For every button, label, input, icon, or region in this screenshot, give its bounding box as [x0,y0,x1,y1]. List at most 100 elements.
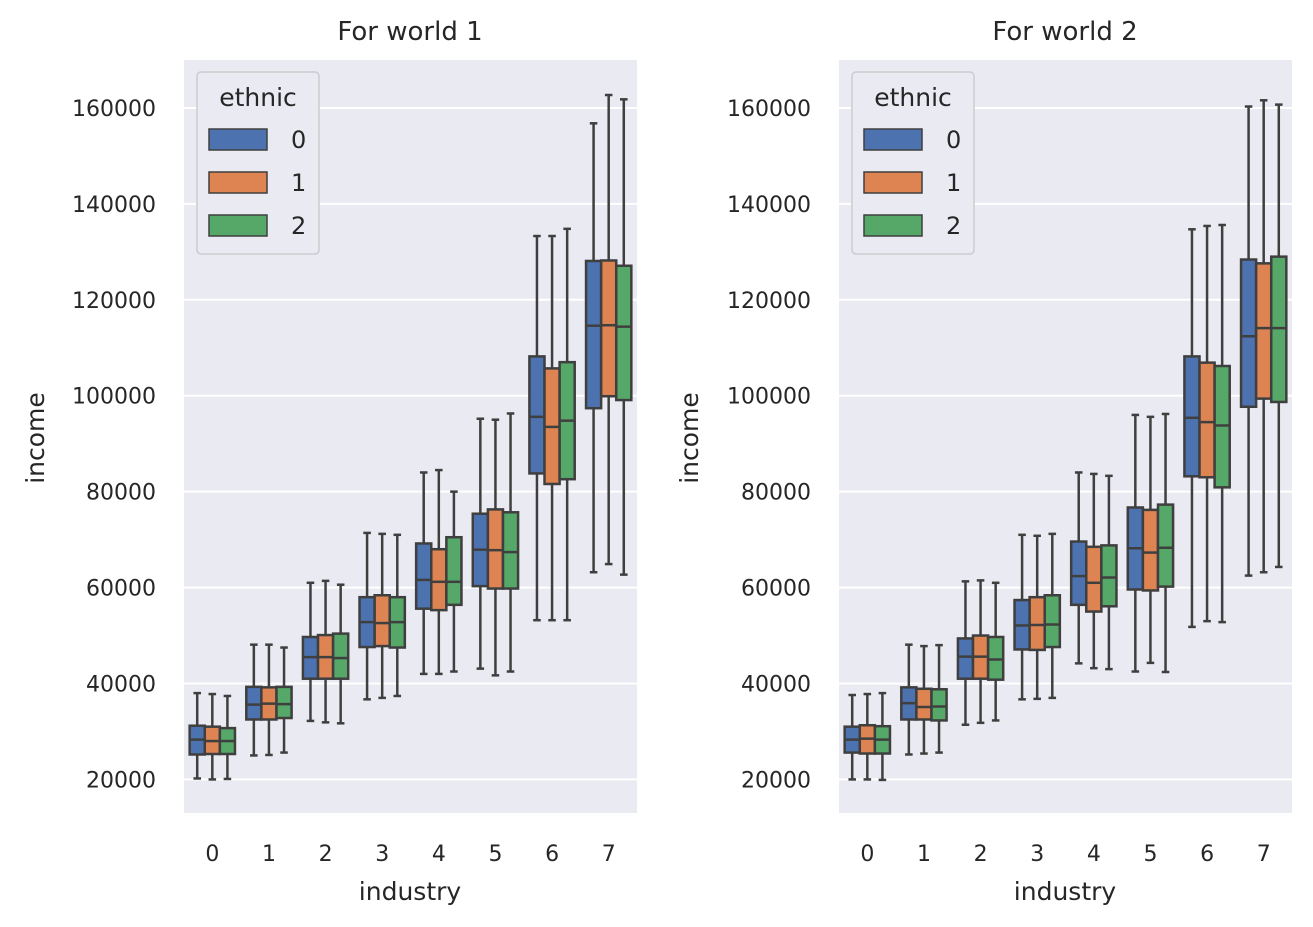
legend-swatch-2 [863,214,923,237]
y-tick-label: 120000 [727,289,811,314]
y-tick-label: 80000 [741,481,811,506]
legend: ethnic 0 1 2 [851,71,975,255]
x-tick-label: 6 [1200,842,1214,867]
box-industry-2-ethnic-2 [986,581,1005,722]
box-industry-4-ethnic-1 [1085,472,1103,670]
legend-title: ethnic [219,83,297,112]
y-tick-label: 140000 [727,193,811,218]
box-industry-6-ethnic-2 [1213,223,1231,624]
y-tick-label: 140000 [72,193,156,218]
box-iqr [956,637,975,680]
box-iqr [245,685,263,721]
y-tick-label: 120000 [72,289,156,314]
legend-swatch-0 [863,128,923,151]
legend-title: ethnic [874,83,952,112]
x-tick-label: 4 [432,842,446,867]
box-iqr [1141,508,1160,592]
box-industry-5-ethnic-2 [501,412,520,673]
box-industry-4-ethnic-0 [414,471,433,676]
box-industry-3-ethnic-1 [1028,534,1046,701]
box-iqr [584,259,603,410]
box-industry-0-ethnic-1 [858,692,877,781]
box-iqr [275,685,293,720]
x-tick-label: 6 [545,842,559,867]
box-iqr [331,632,350,680]
box-industry-1-ethnic-2 [275,646,293,754]
box-iqr [915,687,933,721]
box-industry-2-ethnic-0 [301,581,320,723]
y-tick-label: 20000 [741,768,811,793]
box-iqr [1043,594,1062,649]
x-axis-label: industry [1014,877,1117,906]
box-industry-3-ethnic-1 [373,532,391,700]
box-industry-1-ethnic-0 [245,643,263,757]
x-tick-label: 0 [205,842,219,867]
box-iqr [445,535,463,607]
box-iqr [1085,545,1103,613]
box-industry-4-ethnic-1 [430,468,448,676]
x-tick-label: 2 [319,842,333,867]
legend-swatch-2 [208,214,268,237]
legend-frame [196,71,320,255]
legend-swatch-1 [208,171,268,194]
chart-title: For world 2 [992,17,1137,47]
x-tick-labels: 0 1 2 3 4 5 6 7 [860,842,1270,867]
box-industry-6-ethnic-1 [1198,224,1216,623]
box-industry-7-ethnic-2 [614,98,633,576]
box-industry-3-ethnic-2 [388,533,407,698]
box-iqr [1198,361,1216,479]
x-tick-label: 7 [1257,842,1271,867]
y-tick-label: 60000 [86,577,156,602]
x-tick-label: 5 [1143,842,1157,867]
legend-label-1: 1 [291,169,306,197]
box-industry-1-ethnic-2 [930,643,948,754]
x-tick-label: 7 [602,842,616,867]
box-industry-6-ethnic-2 [558,227,576,622]
box-industry-1-ethnic-0 [900,643,918,756]
boxplots [188,93,633,781]
legend-label-2: 2 [291,212,306,240]
x-axis-label: industry [359,877,462,906]
box-industry-0-ethnic-0 [188,691,207,780]
box-industry-2-ethnic-2 [331,583,350,725]
y-tick-label: 160000 [727,97,811,122]
box-iqr [614,264,633,402]
x-tick-label: 2 [974,842,988,867]
box-iqr [1156,503,1175,588]
y-tick-labels: 20000 40000 60000 80000 100000 120000 140000 16… [727,97,811,793]
y-tick-label: 40000 [86,673,156,698]
legend-label-0: 0 [946,126,961,154]
box-iqr [930,688,948,722]
box-industry-6-ethnic-0 [528,234,546,622]
box-industry-3-ethnic-2 [1043,532,1062,700]
box-iqr [1100,544,1118,608]
box-iqr [1254,262,1273,400]
box-industry-6-ethnic-0 [1183,228,1201,629]
y-axis-label: income [21,392,50,484]
y-tick-label: 100000 [72,385,156,410]
box-iqr [501,511,520,590]
x-tick-label: 1 [262,842,276,867]
x-tick-label: 3 [375,842,389,867]
y-tick-labels: 20000 40000 60000 80000 100000 120000 140000 16… [72,97,156,793]
box-industry-1-ethnic-1 [915,644,933,755]
box-industry-4-ethnic-2 [1100,474,1118,671]
y-tick-label: 20000 [86,768,156,793]
y-tick-label: 60000 [741,577,811,602]
box-iqr [1239,258,1258,409]
y-tick-label: 80000 [86,481,156,506]
box-industry-5-ethnic-0 [1126,413,1145,673]
legend: ethnic 0 1 2 [196,71,320,255]
box-iqr [414,542,433,610]
box-industry-2-ethnic-1 [971,579,990,725]
box-industry-7-ethnic-1 [599,93,618,566]
legend-label-2: 2 [946,212,961,240]
box-iqr [599,259,618,398]
y-tick-label: 40000 [741,673,811,698]
box-iqr [528,355,546,475]
x-tick-label: 4 [1087,842,1101,867]
box-iqr [373,594,391,648]
legend-swatch-0 [208,128,268,151]
box-industry-3-ethnic-0 [1013,533,1031,701]
subplot-world-1: 20000 40000 60000 80000 100000 120000 140000 1 6… [21,17,637,906]
